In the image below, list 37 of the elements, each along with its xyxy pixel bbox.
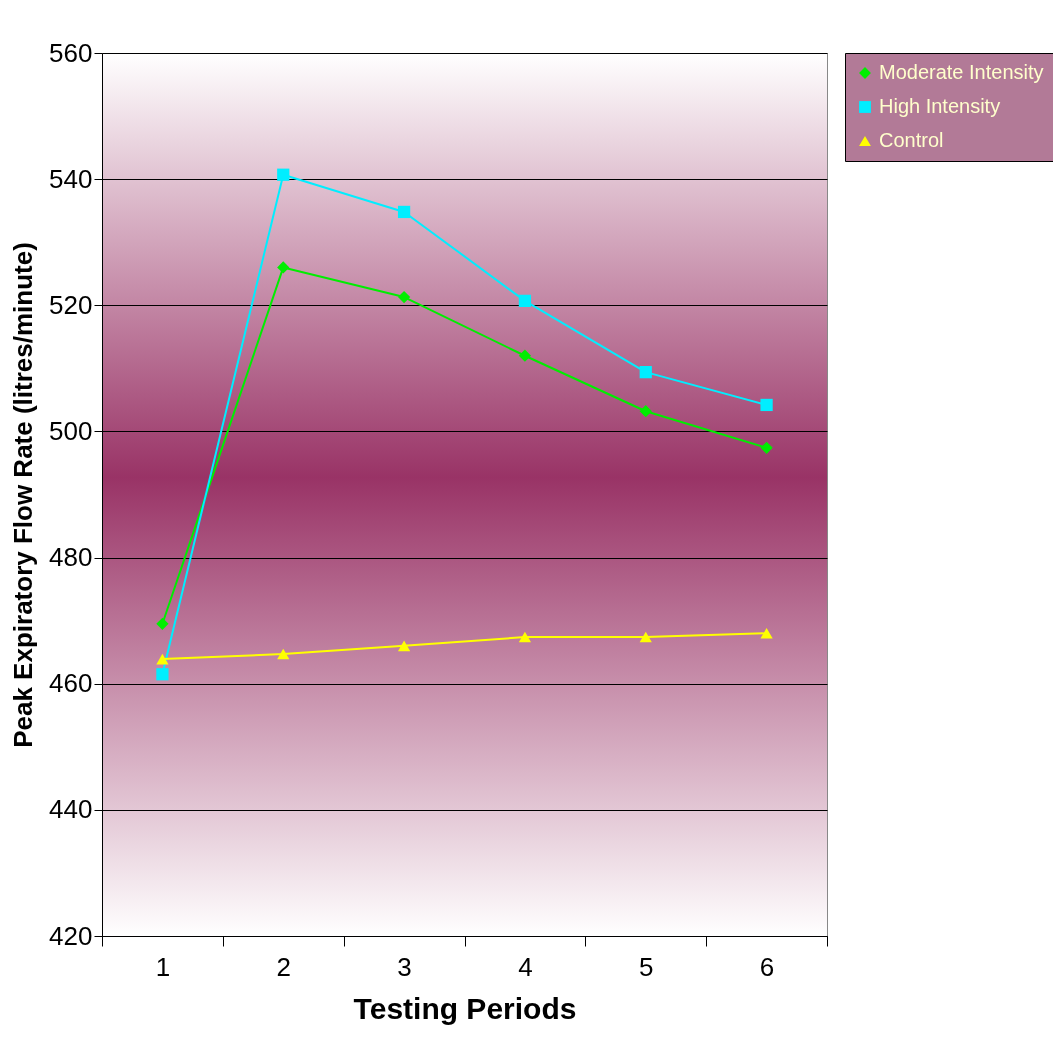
point [156, 653, 169, 665]
point [277, 168, 290, 181]
y-tick-label: 420 [49, 920, 93, 951]
y-tick-label: 560 [49, 37, 93, 68]
legend-label: Moderate Intensity [879, 61, 1044, 83]
legend-label: High Intensity [879, 95, 1001, 117]
point [639, 631, 652, 643]
point [397, 640, 411, 652]
point [518, 349, 532, 362]
point [760, 398, 773, 412]
y-tick-label: 520 [49, 289, 93, 320]
point [277, 648, 290, 660]
x-tick-label: 5 [639, 951, 654, 982]
x-tick-label: 3 [397, 951, 412, 982]
x-tick-label: 2 [276, 951, 291, 982]
x-tick-label: 1 [155, 951, 171, 982]
y-tick-label: 440 [49, 794, 93, 825]
point [156, 617, 169, 630]
y-tick-label: 480 [49, 542, 93, 573]
point [760, 441, 773, 454]
x-tick-label: 6 [759, 951, 775, 982]
legend-label: Control [879, 129, 944, 151]
point [397, 205, 411, 219]
y-tick-label: 460 [49, 668, 93, 699]
point [518, 294, 532, 307]
y-axis-title: Peak Expiratory Flow Rate (litres/minute) [8, 242, 39, 748]
x-tick-label: 4 [518, 951, 533, 982]
point [277, 261, 290, 274]
x-axis-title: Testing Periods [353, 991, 577, 1025]
point [760, 627, 773, 639]
y-tick-label: 540 [49, 163, 93, 194]
y-tick-label: 500 [49, 415, 93, 446]
point [639, 366, 652, 379]
point [397, 290, 411, 304]
point [518, 631, 532, 643]
point [639, 405, 652, 418]
point [156, 668, 169, 681]
